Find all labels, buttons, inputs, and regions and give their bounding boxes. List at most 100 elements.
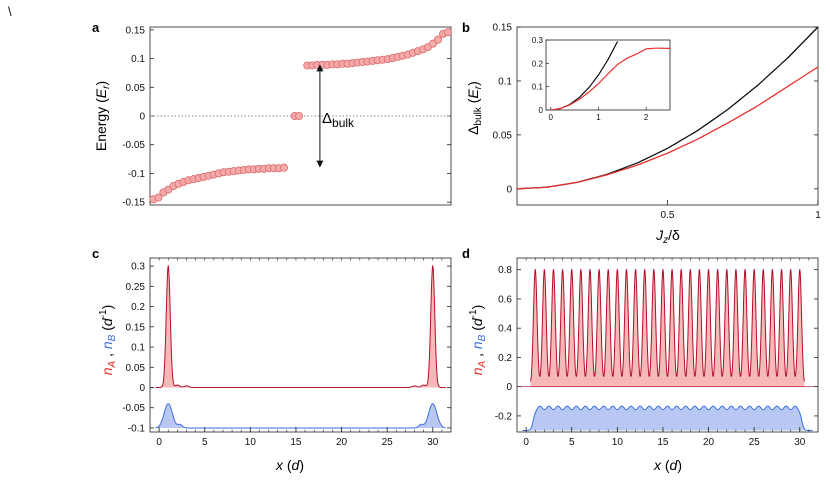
panel-b-inset-axes: 0 0.1 0.2 0.3 0 1 2 (532, 36, 671, 122)
panel-b-curve-red (516, 66, 819, 190)
inset-xtick-label-1: 1 (596, 113, 601, 122)
panel-d-ylabel-na-sub: A (477, 360, 488, 368)
delta-bulk-symbol: Δ (322, 110, 332, 127)
panel-b-ylabel-sub: bulk (473, 106, 484, 125)
upper-band-point-28 (444, 28, 453, 37)
inset-ytick-label-3: 0.3 (532, 36, 544, 45)
panel-c-xtick-label-2: 10 (245, 437, 257, 448)
panel-d-line-n_B (522, 405, 813, 432)
panel-c-edge-densities: c nA , nB (d-1) x (d) 0.30.250.20.150.10… (92, 246, 452, 473)
panel-d-ylabel-nb-sub: B (477, 334, 488, 341)
panel-b-inset-marks (550, 41, 670, 110)
panel-b-xlabel-sym: J (655, 227, 664, 243)
panel-c-xlabel-close: ) (299, 457, 304, 473)
panel-c-xtick-label-4: 20 (336, 437, 348, 448)
panel-c-ylabel-nb: n (99, 341, 115, 349)
panel-c-ylabel-na: n (99, 367, 115, 375)
panel-d-xtick-label-1: 5 (569, 437, 575, 448)
svg-text:nA , nB (d-1): nA , nB (d-1) (468, 305, 488, 376)
panel-a-ytick-label-0: 0.15 (126, 25, 146, 36)
panel-d-frame (516, 257, 819, 433)
panel-a-ylabel-close: ) (93, 81, 109, 86)
panel-d-ylabel-nb: n (469, 341, 485, 349)
panel-d-ylabel-rest: ( (469, 326, 485, 335)
panel-b-ylabel-close: ) (465, 81, 481, 86)
panel-d-ytick-label-1: 0.6 (498, 294, 512, 305)
panel-b-marks (516, 26, 819, 190)
panel-c-ytick-label-3: 0.15 (126, 322, 146, 333)
panel-d-area-n_A (530, 269, 805, 387)
panel-c-ytick-label-1: 0.25 (126, 282, 146, 293)
panel-label-b: b (462, 20, 470, 35)
panel-d-xlabel: x (d) (653, 457, 682, 473)
panel-d-xlabel-close: ) (677, 457, 682, 473)
inset-curve-red (550, 47, 670, 110)
panel-b-ylabel-sym2: E (465, 89, 481, 99)
svg-text:Δbulk (Er): Δbulk (Er) (465, 81, 484, 135)
panel-label-a: a (92, 20, 100, 35)
panel-a-ytick-label-5: -0.1 (128, 169, 146, 180)
svg-text:Δbulk: Δbulk (322, 110, 355, 130)
panel-label-d: d (462, 246, 470, 261)
inset-ytick-label-2: 0.2 (532, 59, 544, 68)
panel-c-ytick-label-5: 0.05 (126, 363, 146, 374)
inset-frame (545, 39, 671, 111)
panel-d-ylabel-exp: -1 (468, 309, 479, 318)
panel-d-axes: 0.8 0.6 0.4 0.2 0 -0.2 0 5 10 15 20 25 30 (495, 257, 819, 448)
panel-b-ytick-label-0: 0 (506, 184, 512, 195)
panel-d-ylabel-d: d (469, 317, 485, 326)
panel-c-xlabel-sym2: d (292, 457, 301, 473)
panel-d-xtick-label-0: 0 (523, 437, 529, 448)
panel-b-ylabel: Δbulk (Er) (465, 81, 484, 135)
panel-a-ylabel-sub: r (101, 85, 112, 89)
panel-c-marks (155, 264, 446, 429)
panel-c-area-n_B (155, 403, 446, 428)
panel-d-xtick-label-6: 30 (794, 437, 806, 448)
panel-b-xlabel: Jz/δ (655, 227, 680, 246)
panel-c-ylabel-rest: ( (99, 326, 115, 335)
lower-band-point-26 (279, 163, 288, 172)
panel-c-ytick-label-0: 0.3 (131, 262, 145, 273)
panel-c-ytick-label-4: 0.1 (131, 343, 145, 354)
panel-a-marks (149, 28, 453, 204)
panel-d-ylabel-close: ) (469, 305, 485, 310)
inset-ytick-label-1: 0.1 (532, 83, 544, 92)
panel-c-ytick-label-2: 0.2 (131, 302, 145, 313)
panel-c-xtick-label-0: 0 (156, 437, 162, 448)
panel-d-ylabel: nA , nB (d-1) (468, 305, 488, 376)
panel-b-xtick-label-1: 1 (815, 210, 821, 221)
panel-c-ylabel-na-sub: A (107, 360, 118, 368)
inset-ytick-label-0: 0 (539, 106, 544, 115)
panel-b-ylabel-rest: ( (465, 98, 481, 107)
panel-b-ytick-label-2: 0.1 (498, 76, 512, 87)
panel-d-area-n_B (522, 406, 813, 431)
panel-b-ytick-label-1: 0.05 (493, 130, 513, 141)
panel-d-ylabel-na: n (469, 367, 485, 375)
svg-text:x (d): x (d) (653, 457, 682, 473)
panel-d-xtick-label-5: 25 (749, 437, 761, 448)
panel-c-ylabel-close: ) (99, 305, 115, 310)
inset-xtick-label-2: 2 (644, 113, 649, 122)
panel-d-ytick-label-2: 0.4 (498, 324, 512, 335)
panel-d-bulk-densities: d nA , nB (d-1) x (d) 0.80.60.40.20-0.20… (462, 246, 819, 473)
delta-bulk-subscript: bulk (332, 116, 355, 130)
panel-a-ylabel-sym: E (93, 88, 109, 98)
panel-b-axes: 0 0.05 0.1 0.15 0.5 1 (493, 23, 822, 222)
svg-text:x (d): x (d) (275, 457, 304, 473)
panel-d-xtick-label-3: 15 (657, 437, 669, 448)
panel-d-marks (517, 268, 818, 432)
panel-d-xtick-label-2: 10 (612, 437, 624, 448)
panel-d-line-n_A (530, 268, 805, 382)
panel-a-energy-spectrum: a Energy (Er) 0.15 0.1 0.05 0 -0.05 -0.1 -0.15… (92, 20, 453, 209)
panel-c-line-n_A (155, 264, 446, 388)
panel-c-ylabel-nb-sub: B (107, 334, 118, 341)
panel-c-xlabel-rest: ( (283, 457, 292, 473)
panel-a-ytick-label-3: 0 (139, 112, 145, 123)
inset-xtick-label-0: 0 (549, 113, 554, 122)
panel-a-ytick-label-4: -0.05 (122, 140, 145, 151)
panel-d-ytick-label-4: 0 (506, 382, 512, 393)
panel-c-ytick-label-7: -0.05 (122, 403, 145, 414)
panel-d-ytick-label-0: 0.8 (498, 265, 512, 276)
panel-b-gap-vs-jz: b Δbulk (Er) Jz/δ 00.050.10.150.5 1 00.10… (462, 20, 821, 246)
panel-c-ylabel-d: d (99, 317, 115, 326)
